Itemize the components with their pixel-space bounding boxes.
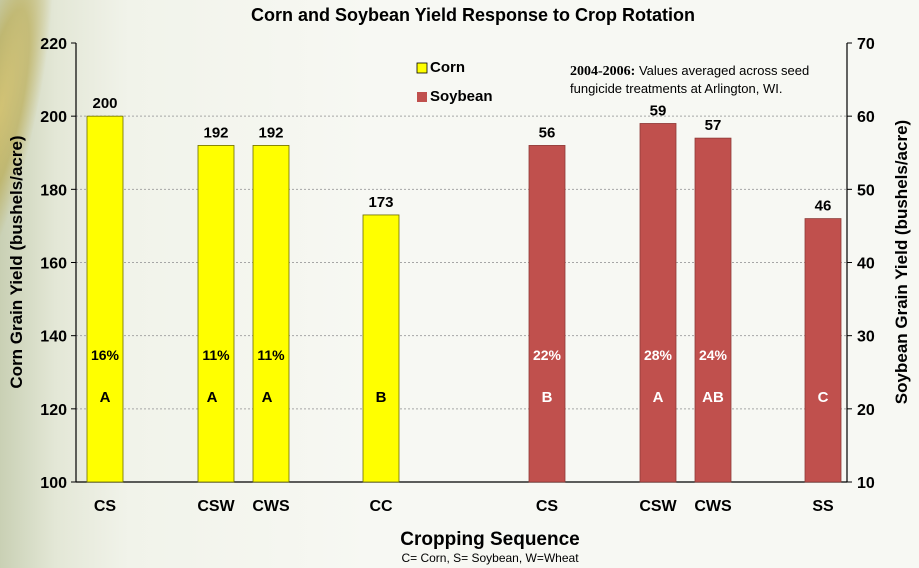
rotation-gain-percent: 11% xyxy=(202,347,230,363)
rotation-gain-percent: 28% xyxy=(644,347,673,363)
bar-value-label: 192 xyxy=(203,124,228,141)
legend-soybean-label: Soybean xyxy=(430,88,493,105)
y-left-tick-label: 200 xyxy=(40,109,67,126)
corn-bar-cs xyxy=(86,115,124,483)
y-right-tick-label: 70 xyxy=(857,36,875,53)
y-axis-left-label: Corn Grain Yield (bushels/acre) xyxy=(7,135,26,388)
y-left-tick-label: 120 xyxy=(40,402,67,419)
x-category-label: CSW xyxy=(197,498,235,515)
y-right-tick-label: 10 xyxy=(857,475,875,492)
significance-letter: A xyxy=(100,389,111,406)
x-category-label: CWS xyxy=(694,498,732,515)
x-category-label: CC xyxy=(369,498,393,515)
bar-value-label: 200 xyxy=(92,95,117,112)
x-category-label: CWS xyxy=(252,498,290,515)
corn-bar-csw xyxy=(197,145,235,483)
bar-value-label: 59 xyxy=(650,102,667,119)
x-category-label: CSW xyxy=(639,498,677,515)
svg-text:2004-2006: Values averaged acr: 2004-2006: Values averaged across seed xyxy=(570,63,809,79)
significance-letter: A xyxy=(207,389,218,406)
significance-letter: AB xyxy=(702,389,724,406)
bar-value-label: 173 xyxy=(368,194,393,211)
rotation-gain-percent: 22% xyxy=(533,347,562,363)
legend: Corn Soybean xyxy=(416,59,493,105)
y-right-tick-label: 20 xyxy=(857,402,875,419)
soybean-bar-cs xyxy=(528,145,566,483)
y-left-tick-label: 140 xyxy=(40,329,67,346)
x-axis-label: Cropping Sequence xyxy=(400,529,579,550)
y-right-tick-label: 60 xyxy=(857,109,875,126)
x-category-label: SS xyxy=(812,498,834,515)
y-left-tick-label: 160 xyxy=(40,256,67,273)
y-right-tick-label: 40 xyxy=(857,256,875,273)
corn-bar-cws xyxy=(252,145,290,483)
soybean-bar-ss xyxy=(804,218,842,483)
bar-labels: 200 16% A 192 11% A 192 11% A 173 B 56 22% B 59 28% A 57 2… xyxy=(91,95,831,406)
bar-value-label: 192 xyxy=(258,124,283,141)
significance-letter: C xyxy=(818,389,829,406)
rotation-gain-percent: 11% xyxy=(257,347,285,363)
legend-corn-swatch xyxy=(416,62,428,74)
y-left-tick-label: 180 xyxy=(40,182,67,199)
note-years: 2004-2006: xyxy=(570,64,635,79)
legend-soybean-swatch xyxy=(417,92,427,102)
soybean-bar-csw xyxy=(639,123,677,483)
bar-value-label: 46 xyxy=(815,198,832,215)
tick-labels: 100 120 140 160 180 200 220 10 20 30 40 50 60 70 CS CSW… xyxy=(40,36,875,515)
significance-letter: B xyxy=(376,389,387,406)
y-axis-right-label: Soybean Grain Yield (bushels/acre) xyxy=(892,120,911,404)
significance-letter: B xyxy=(542,389,553,406)
soybean-bar-cws xyxy=(694,137,732,483)
rotation-gain-percent: 16% xyxy=(91,347,120,363)
y-left-tick-label: 100 xyxy=(40,475,67,492)
legend-corn-label: Corn xyxy=(430,59,465,76)
rotation-gain-percent: 24% xyxy=(699,347,728,363)
note-line-2: fungicide treatments at Arlington, WI. xyxy=(570,81,782,96)
chart-title: Corn and Soybean Yield Response to Crop … xyxy=(251,5,695,25)
y-right-tick-label: 30 xyxy=(857,329,875,346)
bar-value-label: 57 xyxy=(705,117,722,134)
y-right-tick-label: 50 xyxy=(857,182,875,199)
chart-note: 2004-2006: Values averaged across seed f… xyxy=(570,63,809,96)
x-category-label: CS xyxy=(94,498,117,515)
corn-bar-cc xyxy=(362,214,400,483)
significance-letter: A xyxy=(653,389,664,406)
y-left-tick-label: 220 xyxy=(40,36,67,53)
bars xyxy=(86,115,842,483)
significance-letter: A xyxy=(262,389,273,406)
bar-value-label: 56 xyxy=(539,124,556,141)
note-line-1: Values averaged across seed xyxy=(635,63,809,78)
footnote: C= Corn, S= Soybean, W=Wheat xyxy=(401,551,579,565)
x-category-label: CS xyxy=(536,498,559,515)
